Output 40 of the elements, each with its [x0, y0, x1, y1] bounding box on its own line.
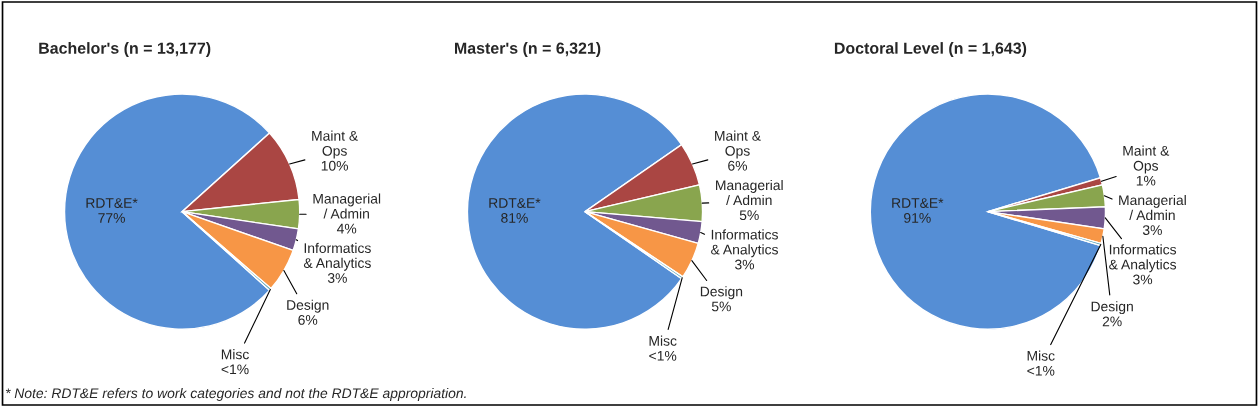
slice-label: Design — [1091, 301, 1133, 315]
data-label: <1% — [1027, 365, 1055, 376]
data-label: 3% — [327, 273, 347, 283]
data-label: 6% — [728, 160, 748, 171]
text: * Note: RDT&E refers to work categories and not the RDT&E appropriation. — [5, 387, 466, 401]
slice-label: RDT&E* — [86, 198, 138, 208]
chart-title: Master's (n = 6,321) — [455, 42, 601, 57]
slice-label: Informatics & Analytics — [303, 242, 371, 271]
data-label: 81% — [501, 213, 528, 223]
slice-label: Managerial / Admin — [313, 193, 381, 219]
slice-label: RDT&E* — [892, 198, 944, 208]
slice-label: Maint & Ops — [715, 130, 761, 159]
data-label: 3% — [735, 259, 755, 270]
data-label: 5% — [739, 210, 759, 221]
slice-label: Maint & Ops — [312, 130, 358, 159]
data-label: 2% — [1102, 316, 1122, 327]
slice-label: Misc — [221, 349, 249, 360]
slice-label: Misc — [649, 335, 677, 346]
slice-label: Maint & Ops — [1123, 145, 1170, 174]
data-label: 77% — [98, 213, 125, 223]
data-label: 10% — [321, 160, 349, 171]
slice-label: RDT&E* — [489, 198, 541, 208]
slice-label: Design — [700, 286, 743, 300]
data-label: 3% — [1142, 225, 1162, 236]
data-label: 91% — [904, 213, 931, 223]
slice-label: Informatics & Analytics — [1109, 244, 1177, 273]
slice-label: Design — [287, 299, 329, 313]
slice-label: Managerial / Admin — [1119, 194, 1186, 221]
data-label: 1% — [1136, 175, 1156, 186]
slice-label: Misc — [1027, 350, 1055, 361]
data-label: 3% — [1133, 274, 1153, 285]
slice-label: Managerial / Admin — [716, 179, 783, 206]
data-label: <1% — [649, 350, 677, 361]
data-label: 5% — [711, 301, 731, 312]
data-label: <1% — [221, 364, 249, 375]
slice-label: Informatics & Analytics — [711, 229, 778, 258]
data-label: 6% — [298, 315, 318, 325]
data-label: 4% — [336, 223, 357, 234]
chart-title: Bachelor's (n = 13,177) — [39, 42, 211, 57]
chart-title: Doctoral Level (n = 1,643) — [834, 42, 1027, 57]
